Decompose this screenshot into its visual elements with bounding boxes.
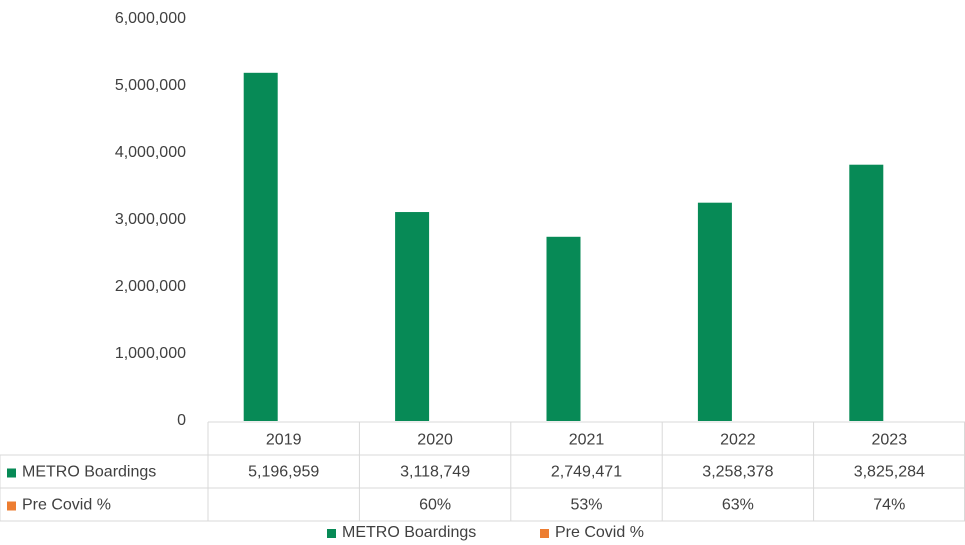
bar: [849, 164, 884, 421]
legend-label: METRO Boardings: [342, 524, 476, 541]
bar: [243, 72, 278, 422]
y-tick-label: 6,000,000: [115, 10, 186, 27]
data-table-value: 3,118,749: [400, 464, 470, 481]
data-table-value: 63%: [722, 497, 754, 514]
table-series-name: Pre Covid %: [22, 497, 111, 514]
x-tick-label: 2023: [872, 432, 908, 449]
x-tick-label: 2021: [569, 432, 605, 449]
table-legend-key: [7, 468, 16, 478]
x-tick-label: 2022: [720, 432, 756, 449]
y-tick-label: 3,000,000: [115, 211, 186, 228]
data-table-value: 2,749,471: [551, 464, 622, 481]
data-table-value: 3,258,378: [702, 464, 773, 481]
bar: [395, 212, 430, 421]
legend-key: [540, 529, 549, 538]
data-table-value: 3,825,284: [854, 464, 925, 481]
x-tick-label: 2020: [417, 432, 453, 449]
data-table-value: 74%: [873, 497, 905, 514]
x-tick-label: 2019: [266, 432, 302, 449]
y-tick-label: 5,000,000: [115, 77, 186, 94]
legend-key: [327, 529, 336, 538]
table-legend-key: [7, 501, 16, 511]
y-tick-label: 4,000,000: [115, 144, 186, 161]
bar: [697, 202, 732, 421]
y-tick-label: 2,000,000: [115, 278, 186, 295]
table-series-name: METRO Boardings: [22, 464, 156, 481]
data-table-value: 53%: [570, 497, 602, 514]
bar: [546, 236, 581, 421]
data-table-value: 5,196,959: [248, 464, 319, 481]
data-table-value: 60%: [419, 497, 451, 514]
legend-label: Pre Covid %: [555, 524, 644, 541]
y-tick-label: 0: [177, 412, 186, 429]
y-tick-label: 1,000,000: [115, 345, 186, 362]
